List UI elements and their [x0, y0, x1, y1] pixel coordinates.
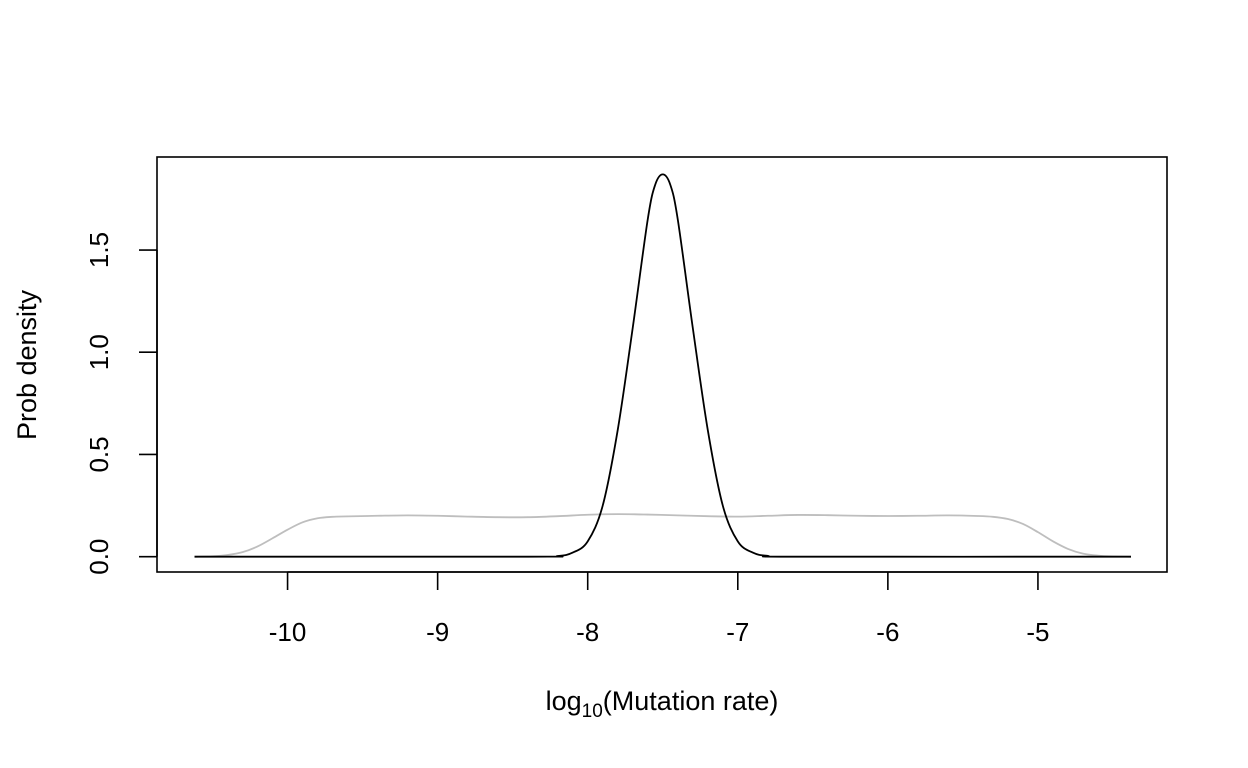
x-tick-label: -8	[576, 617, 599, 647]
x-tick-label: -6	[876, 617, 899, 647]
x-axis-title: log10(Mutation rate)	[546, 686, 779, 722]
y-axis: 0.0 0.5 1.0 1.5	[84, 232, 158, 575]
y-tick-label: 0.0	[84, 539, 114, 575]
y-tick-label: 0.5	[84, 436, 114, 472]
density-curves	[194, 173, 1131, 558]
y-axis-title: Prob density	[12, 289, 42, 440]
x-tick-label: -7	[726, 617, 749, 647]
plot-frame	[156, 156, 1168, 573]
y-tick-label: 1.0	[84, 334, 114, 370]
x-tick-label: -5	[1026, 617, 1049, 647]
series-line-1	[194, 513, 1131, 558]
series-line-2	[194, 173, 1131, 558]
x-axis: -10 -9 -8 -7 -6 -5	[269, 571, 1049, 647]
y-tick-label: 1.5	[84, 232, 114, 268]
x-tick-label: -9	[426, 617, 449, 647]
x-tick-label: -10	[269, 617, 307, 647]
